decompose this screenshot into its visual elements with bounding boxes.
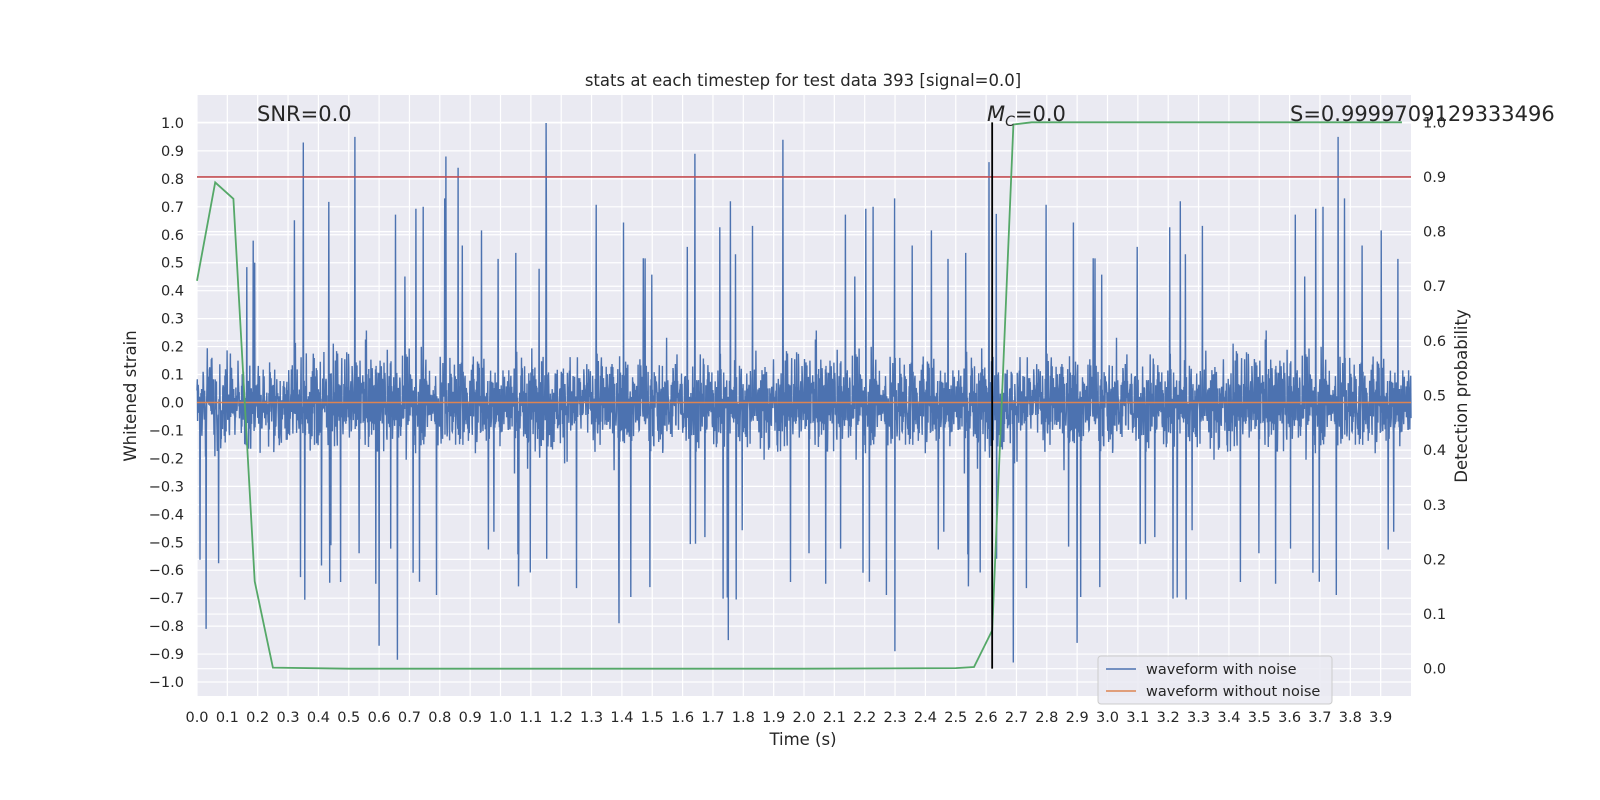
y-tick-label: 0.4 — [161, 284, 184, 300]
x-axis-ticks: 0.0 0.1 0.2 0.3 0.4 0.5 0.6 0.7 0.8 0.9 1.0 1.1 1.2 1… — [185, 710, 1392, 726]
x-tick-label: 3.3 — [1187, 710, 1210, 726]
series-waveform-with-noise — [196, 122, 1412, 663]
x-tick-label: 3.4 — [1217, 710, 1240, 726]
y2-tick-label: 0.4 — [1423, 443, 1446, 459]
y-tick-label: 0.2 — [161, 340, 184, 356]
y-tick-label: −0.2 — [149, 451, 184, 467]
y2-tick-label: 0.3 — [1423, 498, 1446, 514]
y-tick-label: 0.8 — [161, 172, 184, 188]
y2-tick-label: 0.5 — [1423, 389, 1446, 405]
y-axis-ticks: 1.0 0.9 0.8 0.7 0.6 0.5 0.4 0.3 0.2 0.1 0.0 −0.1 −0.… — [149, 116, 184, 691]
x-tick-label: 0.9 — [459, 710, 482, 726]
x-tick-label: 1.1 — [519, 710, 542, 726]
x-tick-label: 0.6 — [368, 710, 391, 726]
y-tick-label: 0.0 — [161, 395, 184, 411]
x-tick-label: 2.3 — [884, 710, 907, 726]
x-tick-label: 3.0 — [1096, 710, 1119, 726]
y-tick-label: −0.7 — [149, 591, 184, 607]
x-tick-label: 2.5 — [944, 710, 967, 726]
x-tick-label: 1.0 — [489, 710, 512, 726]
y-tick-label: 0.1 — [161, 368, 184, 384]
chart-title: stats at each timestep for test data 393… — [585, 71, 1021, 90]
x-tick-label: 0.5 — [337, 710, 360, 726]
x-tick-label: 1.5 — [641, 710, 664, 726]
y-tick-label: 0.5 — [161, 256, 184, 272]
y-tick-label: 1.0 — [161, 116, 184, 132]
x-tick-label: 1.2 — [550, 710, 573, 726]
x-tick-label: 2.7 — [1005, 710, 1028, 726]
x-tick-label: 3.7 — [1308, 710, 1331, 726]
y2-tick-label: 0.0 — [1423, 662, 1446, 678]
x-tick-label: 1.3 — [580, 710, 603, 726]
y-tick-label: −1.0 — [149, 675, 184, 691]
score-annotation: S=0.9999709129333496 — [1290, 102, 1555, 126]
y2-tick-label: 0.1 — [1423, 607, 1446, 623]
x-tick-label: 1.4 — [610, 710, 633, 726]
y-tick-label: −0.8 — [149, 619, 184, 635]
x-tick-label: 0.8 — [428, 710, 451, 726]
legend: waveform with noise waveform without noi… — [1097, 655, 1333, 705]
detection-probability-line — [196, 121, 1402, 670]
x-tick-label: 0.2 — [246, 710, 269, 726]
legend-label-clean: waveform without noise — [1146, 684, 1320, 700]
chirp-mass-annotation: MC=0.0 — [987, 102, 1066, 130]
y2-tick-label: 0.7 — [1423, 279, 1446, 295]
x-tick-label: 2.9 — [1066, 710, 1089, 726]
y-tick-label: −0.4 — [149, 507, 184, 523]
x-tick-label: 0.7 — [398, 710, 421, 726]
y-tick-label: 0.3 — [161, 312, 184, 328]
chirp-mass-value: =0.0 — [1015, 102, 1066, 126]
x-tick-label: 0.0 — [185, 710, 208, 726]
x-tick-label: 2.8 — [1035, 710, 1058, 726]
x-tick-label: 2.4 — [914, 710, 937, 726]
y-tick-label: −0.6 — [149, 563, 184, 579]
y2-tick-label: 0.2 — [1423, 552, 1446, 568]
y2-tick-label: 0.6 — [1423, 334, 1446, 350]
y2-axis-label: Detection probability — [1452, 309, 1471, 483]
x-tick-label: 3.5 — [1248, 710, 1271, 726]
x-tick-label: 1.6 — [671, 710, 694, 726]
x-tick-label: 1.8 — [732, 710, 755, 726]
y-tick-label: −0.1 — [149, 423, 184, 439]
legend-label-noise: waveform with noise — [1146, 662, 1297, 678]
y-tick-label: −0.9 — [149, 647, 184, 663]
y2-axis-ticks: 1.0 0.9 0.8 0.7 0.6 0.5 0.4 0.3 0.2 0.1 0.0 — [1423, 115, 1446, 677]
y-tick-label: 0.9 — [161, 144, 184, 160]
x-tick-label: 3.8 — [1339, 710, 1362, 726]
x-tick-label: 2.0 — [792, 710, 815, 726]
x-tick-label: 0.4 — [307, 710, 330, 726]
y-tick-label: 0.6 — [161, 228, 184, 244]
x-tick-label: 0.3 — [277, 710, 300, 726]
y2-tick-label: 0.9 — [1423, 170, 1446, 186]
y-tick-label: 0.7 — [161, 200, 184, 216]
snr-annotation: SNR=0.0 — [257, 102, 352, 126]
x-tick-label: 3.9 — [1369, 710, 1392, 726]
x-tick-label: 2.2 — [853, 710, 876, 726]
y2-tick-label: 0.8 — [1423, 225, 1446, 241]
x-tick-label: 1.9 — [762, 710, 785, 726]
x-tick-label: 3.2 — [1157, 710, 1180, 726]
y2-tick-label: 1.0 — [1423, 115, 1446, 131]
chart-overlays — [196, 121, 1411, 670]
chirp-mass-symbol: M — [987, 102, 1005, 126]
y-tick-label: −0.3 — [149, 479, 184, 495]
x-tick-label: 0.1 — [216, 710, 239, 726]
x-tick-label: 3.6 — [1278, 710, 1301, 726]
y-axis-label: Whitened strain — [121, 330, 140, 461]
chirp-mass-subscript: C — [1005, 114, 1015, 130]
legend-box — [1097, 655, 1333, 705]
x-tick-label: 2.6 — [975, 710, 998, 726]
x-tick-label: 1.7 — [701, 710, 724, 726]
y-tick-label: −0.5 — [149, 535, 184, 551]
x-tick-label: 3.1 — [1126, 710, 1149, 726]
noisy-waveform-line — [196, 122, 1412, 663]
x-axis-label: Time (s) — [768, 730, 836, 749]
x-tick-label: 2.1 — [823, 710, 846, 726]
